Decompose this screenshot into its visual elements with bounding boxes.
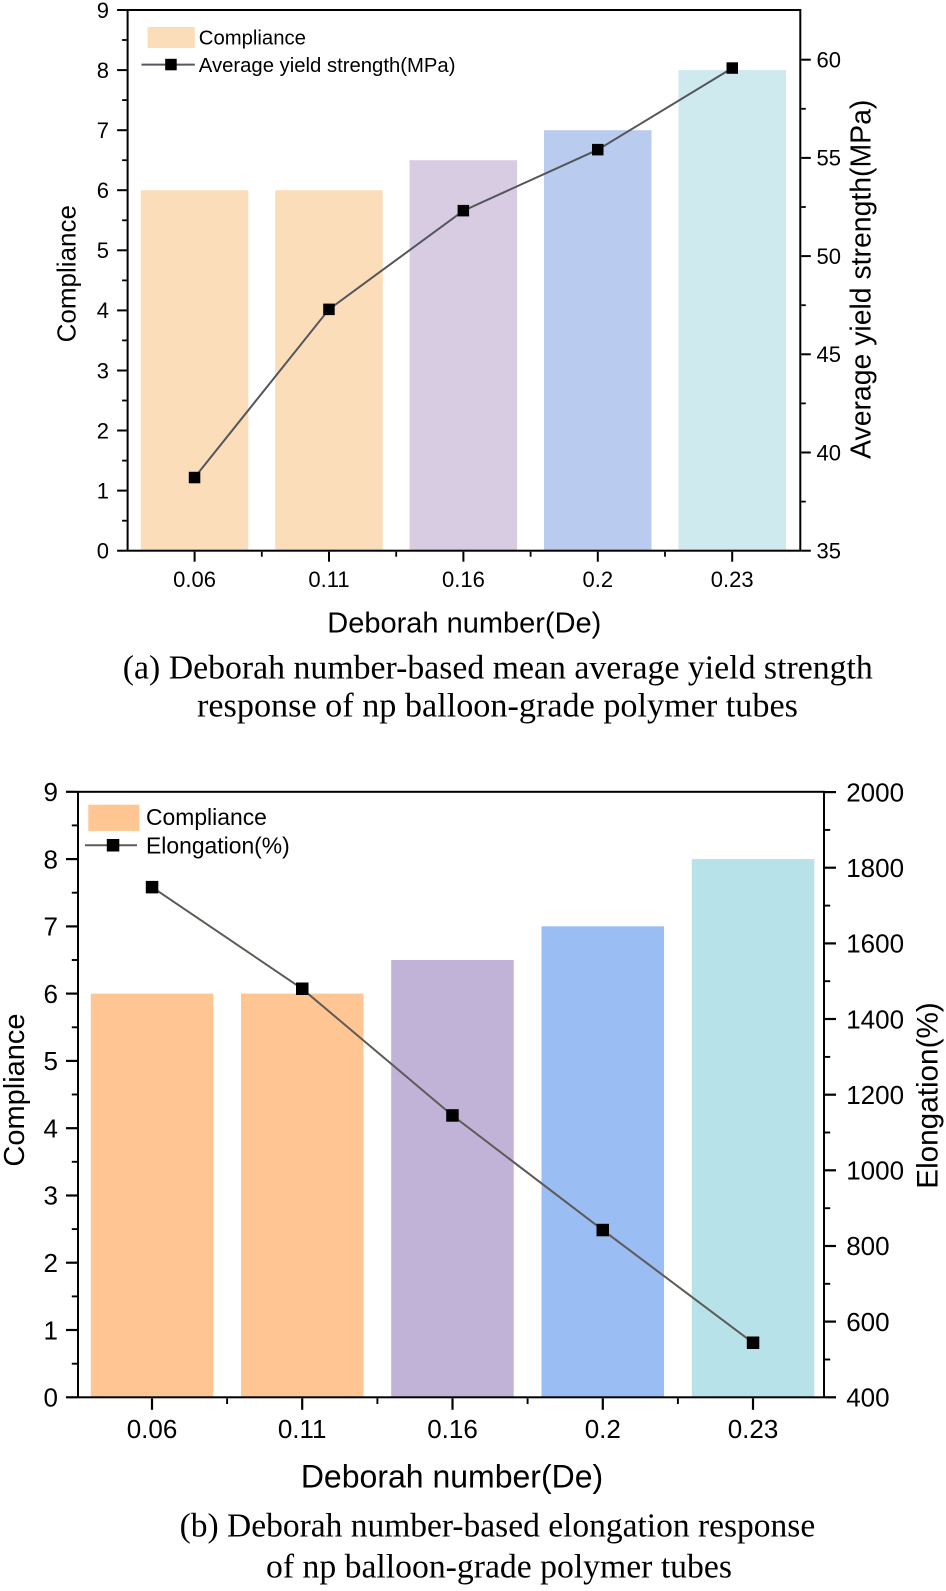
svg-text:response of np balloon-grade p: response of np balloon-grade polymer tub…: [197, 687, 798, 724]
svg-text:Elongation(%): Elongation(%): [911, 1002, 944, 1188]
svg-text:1: 1: [44, 1315, 58, 1345]
svg-text:0.11: 0.11: [308, 567, 349, 592]
svg-text:40: 40: [817, 440, 841, 465]
svg-text:35: 35: [817, 539, 841, 564]
svg-text:Compliance: Compliance: [51, 205, 81, 342]
svg-text:3: 3: [44, 1181, 58, 1211]
svg-text:1400: 1400: [846, 1004, 904, 1034]
svg-text:1: 1: [97, 478, 109, 503]
svg-text:(b) Deborah number-based elong: (b) Deborah number-based elongation resp…: [180, 1508, 816, 1545]
svg-text:1000: 1000: [846, 1156, 904, 1186]
svg-text:Compliance: Compliance: [199, 28, 306, 50]
svg-text:0.23: 0.23: [711, 567, 754, 592]
svg-text:Elongation(%): Elongation(%): [146, 833, 290, 859]
svg-text:0.06: 0.06: [173, 567, 216, 592]
svg-text:2: 2: [44, 1248, 58, 1278]
svg-text:8: 8: [97, 58, 109, 83]
svg-text:(a) Deborah number-based mean: (a) Deborah number-based mean average yi…: [123, 650, 873, 687]
svg-text:55: 55: [817, 146, 841, 171]
svg-text:9: 9: [44, 777, 58, 807]
svg-text:2: 2: [97, 418, 109, 443]
svg-text:6: 6: [97, 178, 109, 203]
svg-text:600: 600: [846, 1307, 889, 1337]
svg-text:0: 0: [44, 1383, 58, 1413]
svg-text:3: 3: [97, 358, 109, 383]
svg-text:0.06: 0.06: [127, 1414, 178, 1444]
svg-text:0.16: 0.16: [427, 1414, 478, 1444]
svg-text:0.23: 0.23: [728, 1414, 779, 1444]
svg-text:1200: 1200: [846, 1080, 904, 1110]
svg-text:60: 60: [817, 48, 841, 73]
svg-text:of np balloon-grade polymer tu: of np balloon-grade polymer tubes: [266, 1549, 732, 1586]
svg-text:Average yield strength(MPa): Average yield strength(MPa): [199, 55, 456, 77]
svg-text:0.11: 0.11: [278, 1414, 327, 1444]
svg-text:45: 45: [817, 342, 841, 367]
svg-text:800: 800: [846, 1231, 889, 1261]
svg-text:1600: 1600: [846, 929, 904, 959]
svg-text:Average yield strength(MPa): Average yield strength(MPa): [846, 100, 878, 459]
svg-text:8: 8: [44, 844, 58, 874]
svg-text:7: 7: [97, 118, 109, 143]
svg-text:Compliance: Compliance: [146, 804, 267, 830]
svg-text:50: 50: [817, 244, 841, 269]
svg-text:6: 6: [44, 979, 58, 1009]
svg-text:Deborah number(De): Deborah number(De): [301, 1458, 603, 1494]
svg-text:0.2: 0.2: [585, 1414, 621, 1444]
svg-text:1800: 1800: [846, 853, 904, 883]
svg-text:5: 5: [97, 238, 109, 263]
svg-text:Compliance: Compliance: [0, 1013, 31, 1166]
svg-text:0.2: 0.2: [583, 567, 614, 592]
svg-text:7: 7: [44, 912, 58, 942]
svg-text:Deborah number(De): Deborah number(De): [327, 608, 601, 640]
svg-text:0.16: 0.16: [442, 567, 485, 592]
svg-text:2000: 2000: [846, 777, 904, 807]
svg-text:5: 5: [44, 1046, 58, 1076]
svg-text:9: 9: [97, 0, 109, 23]
svg-text:0: 0: [97, 539, 109, 564]
svg-text:400: 400: [846, 1383, 889, 1413]
svg-text:4: 4: [44, 1113, 58, 1143]
svg-text:4: 4: [97, 298, 109, 323]
